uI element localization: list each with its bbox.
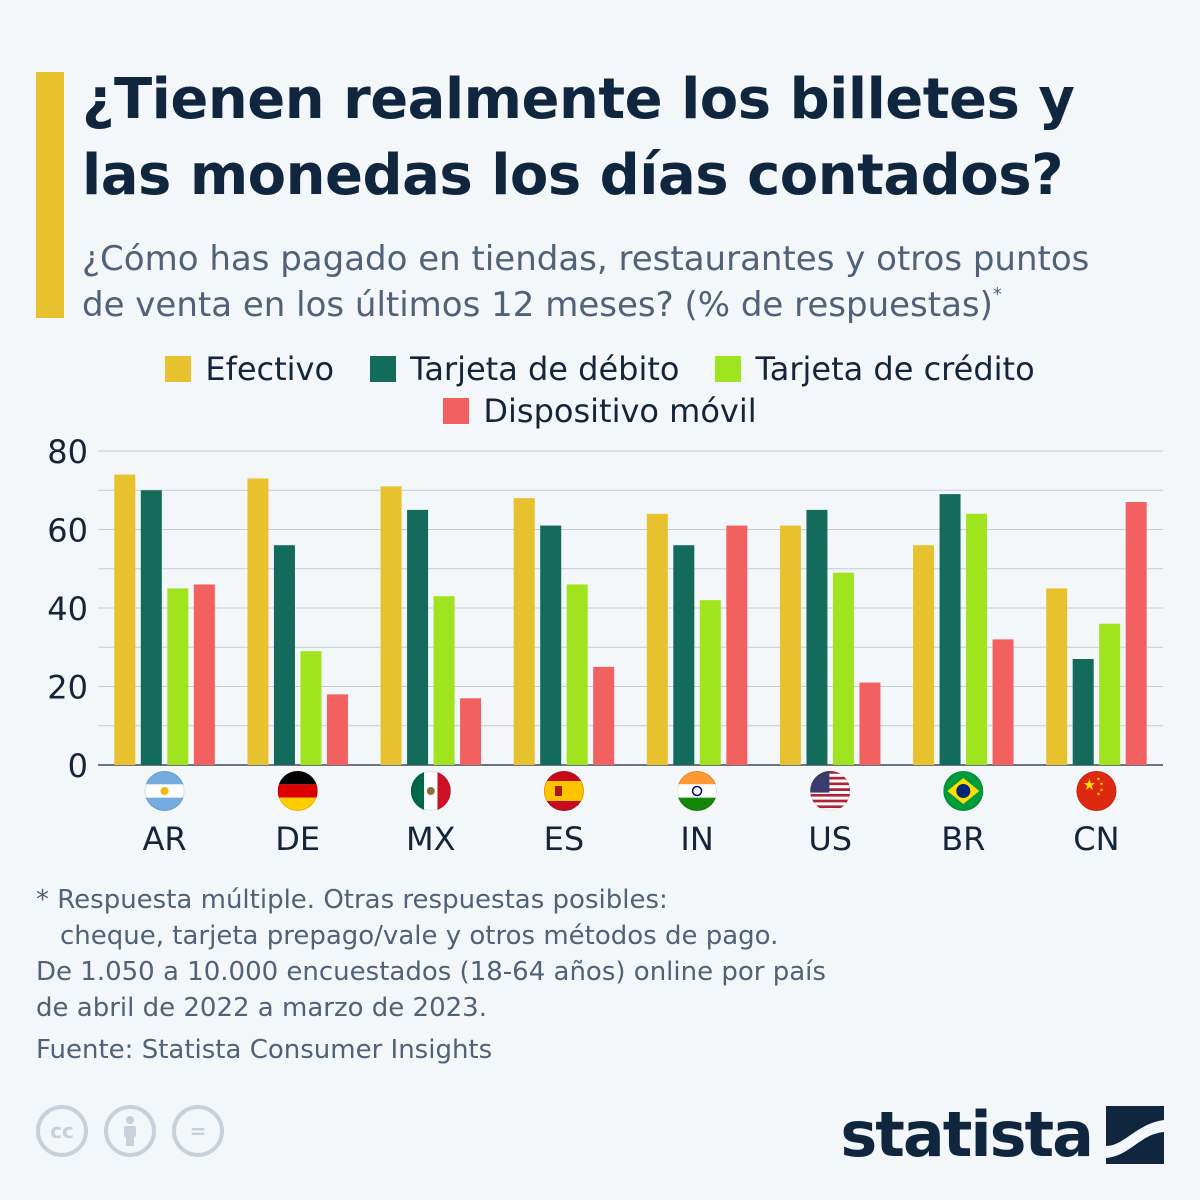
attribution-icon[interactable] [104, 1105, 156, 1157]
bar-us-2 [832, 572, 854, 765]
statista-logo-icon [1106, 1106, 1164, 1164]
footnote-line-2: cheque, tarjeta prepago/vale y otros mét… [60, 921, 779, 951]
subtitle-line-2-text: de venta en los últimos 12 meses? (% de … [82, 285, 993, 325]
legend-row-1: Efectivo Tarjeta de débito Tarjeta de cr… [0, 348, 1200, 390]
bar-br-3 [992, 639, 1014, 765]
bar-cn-1 [1072, 659, 1094, 765]
spain-flag-icon [543, 771, 584, 811]
germany-flag-icon [277, 771, 318, 811]
usa-flag-icon [810, 771, 851, 811]
legend-item-debito: Tarjeta de débito [370, 350, 679, 388]
bar-in-3 [726, 525, 748, 765]
legend-swatch-efectivo [165, 356, 192, 382]
bar-es-3 [593, 666, 615, 765]
chart-subtitle: ¿Cómo has pagado en tiendas, restaurante… [82, 236, 1182, 328]
legend-row-2: Dispositivo móvil [0, 390, 1200, 432]
bar-es-2 [566, 584, 588, 765]
india-flag-icon [677, 771, 718, 811]
statista-logo[interactable]: statista [840, 1100, 1164, 1170]
legend-swatch-debito [370, 356, 397, 382]
legend-item-credito: Tarjeta de crédito [715, 350, 1035, 388]
bar-ar-1 [140, 490, 162, 765]
legend-label-efectivo: Efectivo [205, 350, 335, 388]
x-tick-label: IN [680, 820, 713, 858]
bar-us-1 [806, 509, 828, 765]
subtitle-line-2: de venta en los últimos 12 meses? (% de … [82, 282, 1182, 328]
china-flag-icon [1076, 771, 1117, 811]
legend-item-movil: Dispositivo móvil [443, 392, 757, 430]
legend-swatch-credito [715, 356, 742, 382]
accent-bar [36, 72, 64, 318]
legend-item-efectivo: Efectivo [165, 350, 334, 388]
bar-us-3 [859, 682, 881, 765]
footnote: * Respuesta múltiple. Otras respuestas p… [36, 882, 1156, 1068]
footnote-line-1: * Respuesta múltiple. Otras respuestas p… [36, 885, 668, 915]
bar-mx-2 [433, 596, 455, 765]
x-tick-label: ES [544, 820, 585, 858]
person-glyph [124, 1116, 136, 1146]
bar-ar-0 [114, 474, 136, 765]
x-tick-label: DE [275, 820, 320, 858]
bar-de-1 [273, 545, 295, 765]
nd-label: = [189, 1119, 207, 1143]
legend-label-credito: Tarjeta de crédito [755, 350, 1035, 388]
bar-mx-1 [407, 509, 429, 765]
bar-mx-0 [380, 486, 402, 765]
subtitle-line-1: ¿Cómo has pagado en tiendas, restaurante… [82, 239, 1090, 279]
x-tick-label: AR [143, 820, 187, 858]
x-tick-label: CN [1073, 820, 1119, 858]
y-tick-label: 20 [47, 669, 88, 707]
x-tick-label: BR [941, 820, 985, 858]
y-tick-label: 80 [47, 433, 88, 471]
y-tick-label: 40 [47, 590, 88, 628]
bar-cn-0 [1046, 588, 1068, 765]
x-tick-label: MX [406, 820, 456, 858]
legend-label-debito: Tarjeta de débito [410, 350, 680, 388]
cc-label: cc [50, 1119, 74, 1143]
bar-in-2 [699, 600, 721, 765]
subtitle-asterisk: * [992, 284, 1002, 305]
bar-es-1 [540, 525, 562, 765]
license-icons: cc = [36, 1105, 224, 1157]
brazil-flag-icon [943, 771, 984, 811]
bar-es-0 [513, 498, 535, 765]
legend-label-movil: Dispositivo móvil [483, 392, 757, 430]
title-line-1: ¿Tienen realmente los billetes y [82, 67, 1075, 132]
bar-ar-2 [167, 588, 189, 765]
bar-cn-3 [1125, 502, 1147, 765]
title-line-2: las monedas los días contados? [82, 143, 1064, 208]
bar-br-1 [939, 494, 961, 765]
argentina-flag-icon [144, 771, 185, 811]
bar-in-0 [646, 513, 668, 765]
bar-mx-3 [460, 698, 482, 765]
bar-de-2 [300, 651, 322, 765]
footnote-line-3: De 1.050 a 10.000 encuestados (18-64 año… [36, 957, 826, 987]
bar-br-0 [913, 545, 935, 765]
statista-wordmark: statista [840, 1098, 1094, 1171]
source-text: Fuente: Statista Consumer Insights [36, 1035, 493, 1065]
bar-us-0 [779, 525, 801, 765]
bar-de-3 [326, 694, 348, 765]
legend-swatch-movil [443, 398, 470, 424]
bar-de-0 [247, 478, 269, 765]
bar-chart: 0 20 40 60 80 AR DE MX ES IN US BR CN [47, 433, 1163, 858]
y-tick-label: 60 [47, 512, 88, 550]
bar-in-1 [673, 545, 695, 765]
bar-br-2 [966, 513, 988, 765]
chart-legend: Efectivo Tarjeta de débito Tarjeta de cr… [0, 348, 1200, 432]
mexico-flag-icon [410, 771, 451, 811]
no-derivatives-icon[interactable]: = [172, 1105, 224, 1157]
bar-ar-3 [193, 584, 215, 765]
creative-commons-icon[interactable]: cc [36, 1105, 88, 1157]
chart-title: ¿Tienen realmente los billetes y las mon… [82, 62, 1182, 214]
bar-cn-2 [1099, 623, 1121, 765]
x-tick-label: US [808, 820, 852, 858]
y-tick-label: 0 [68, 747, 88, 785]
footnote-line-4: de abril de 2022 a marzo de 2023. [36, 993, 487, 1023]
